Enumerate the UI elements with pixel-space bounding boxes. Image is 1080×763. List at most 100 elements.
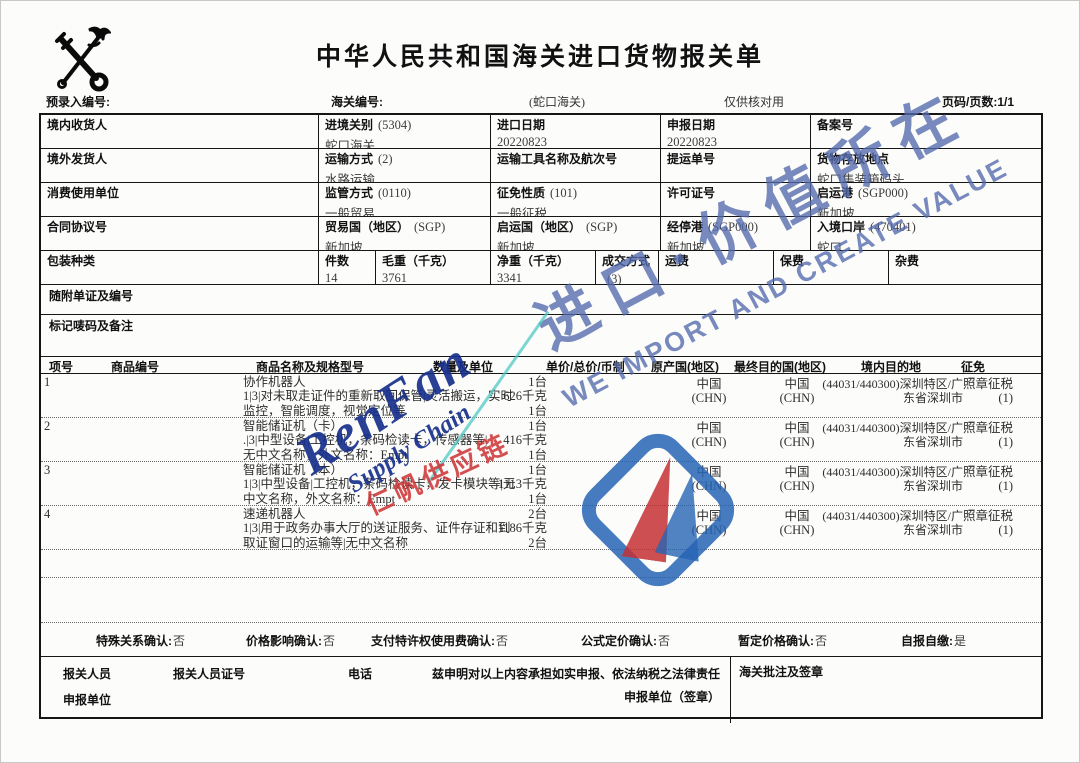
field-entry-port: 进境关别 (5304) 蛇口海关 xyxy=(319,115,491,148)
field-net-weight: 净重（千克） 3341 xyxy=(491,251,596,284)
page-number: 页码/页数:1/1 xyxy=(941,95,1014,109)
item-origin-country: 中国 (CHN) xyxy=(691,509,727,538)
col-name-spec: 商品名称及规格型号 xyxy=(256,360,365,374)
col-commodity-code: 商品编号 xyxy=(111,360,160,374)
declarant-cert-label: 报关人员证号 xyxy=(173,667,246,681)
royalty-payment-confirm: 支付特许权使用费确认:否 xyxy=(371,634,509,648)
item-final-dest-country: 中国 (CHN) xyxy=(779,509,815,538)
field-overseas-shipper: 境外发货人 xyxy=(41,149,319,182)
field-license-no: 许可证号 xyxy=(661,183,811,216)
field-gross-weight: 毛重（千克） 3761 xyxy=(376,251,491,284)
form-row-4: 合同协议号 贸易国（地区） (SGP) 新加坡 启运国（地区） (SGP) 新加坡 经停… xyxy=(41,217,1041,251)
formula-pricing-confirm: 公式定价确认:否 xyxy=(581,634,671,648)
form-row-1: 境内收货人 进境关别 (5304) 蛇口海关 进口日期 20220823 申报日期 20… xyxy=(41,115,1041,149)
pre-entry-no-label: 预录入编号: xyxy=(46,95,110,109)
item-no: 4 xyxy=(44,507,51,521)
item-domestic-dest: (44031/440300)深圳特区/广 东省深圳市 xyxy=(822,465,963,494)
confirmation-row: 特殊关系确认:否 价格影响确认:否 支付特许权使用费确认:否 公式定价确认:否 … xyxy=(41,623,1041,657)
declare-unit-label: 申报单位 xyxy=(63,693,112,707)
item-origin-country: 中国 (CHN) xyxy=(691,377,727,406)
field-transport-mode: 运输方式 (2) 水路运输 xyxy=(319,149,491,182)
field-trade-country: 贸易国（地区） (SGP) 新加坡 xyxy=(319,217,491,250)
field-supervision-mode: 监管方式 (0110) 一般贸易 xyxy=(319,183,491,216)
col-item-no: 项号 xyxy=(49,360,74,374)
items-table-header: 项号 商品编号 商品名称及规格型号 数量及单位 单价/总价/币制 原产国(地区)… xyxy=(41,357,1041,374)
field-stopover-port: 经停港 (SGP000) 新加坡 xyxy=(661,217,811,250)
item-row-3: 3 智能储证机（本） 1|3|中型设备|工控机，条码检读卡，发卡模块等|无 中文名称… xyxy=(41,462,1041,506)
field-departure-port: 启运港 (SGP000) 新加坡 xyxy=(817,186,909,216)
item-description: 智能储证机（卡） .|3|中型设备|工控机，条码检读卡，传感器等| 无中文名称，外文… xyxy=(243,419,488,462)
item-row-4: 4 速递机器人 1|3|用于政务办事大厅的送证服务、证件存证和到 取证窗口的运输等|… xyxy=(41,506,1041,550)
form-row-2: 境外发货人 运输方式 (2) 水路运输 运输工具名称及航次号 提运单号 货物存放地点… xyxy=(41,149,1041,183)
item-quantity: 1台 626千克 1台 xyxy=(503,375,547,418)
declarant-block: 报关人员 报关人员证号 电话 兹申明对以上内容承担如实申报、依法纳税之法律责任 … xyxy=(41,657,731,723)
item-origin-country: 中国 (CHN) xyxy=(691,465,727,494)
item-row-1: 1 协作机器人 1|3|对未取走证件的重新取回保管|灵活搬运，实时 监控，智能调度，… xyxy=(41,374,1041,418)
item-row-2: 2 智能储证机（卡） .|3|中型设备|工控机，条码检读卡，传感器等| 无中文名称，… xyxy=(41,418,1041,462)
field-transport-name: 运输工具名称及航次号 xyxy=(491,149,661,182)
item-no: 3 xyxy=(44,463,51,477)
col-levy: 征免 xyxy=(961,360,986,374)
special-relation-confirm: 特殊关系确认:否 xyxy=(96,634,186,648)
col-qty-unit: 数量及单位 xyxy=(433,360,494,374)
declare-unit-seal-label: 申报单位（签章） xyxy=(623,690,720,704)
item-domestic-dest: (44031/440300)深圳特区/广 东省深圳市 xyxy=(822,377,963,406)
field-misc-fee: 杂费 xyxy=(895,254,920,268)
form-row-3: 消费使用单位 监管方式 (0110) 一般贸易 征免性质 (101) 一般征税 许可证号… xyxy=(41,183,1041,217)
field-bill-no: 提运单号 xyxy=(661,149,811,182)
field-departure-country: 启运国（地区） (SGP) 新加坡 xyxy=(491,217,661,250)
check-note: 仅供核对用 xyxy=(724,95,785,109)
field-consignee: 境内收货人 xyxy=(41,115,319,148)
meta-row: 预录入编号: 海关编号: (蛇口海关) 仅供核对用 页码/页数:1/1 xyxy=(46,93,1014,109)
item-description: 智能储证机（本） 1|3|中型设备|工控机，条码检读卡，发卡模块等|无 中文名称，外… xyxy=(243,463,516,506)
phone-label: 电话 xyxy=(348,667,373,681)
customs-endorsement-label: 海关批注及签章 xyxy=(739,665,824,679)
field-record-no: 备案号 xyxy=(817,118,854,132)
field-trade-terms: 成交方式(3)FOB xyxy=(596,251,659,284)
field-levy-nature: 征免性质 (101) 一般征税 xyxy=(491,183,661,216)
field-attached-docs: 随附单证及编号 xyxy=(41,285,1041,315)
field-entry-point: 入境口岸 (470401) 蛇口 xyxy=(817,220,916,250)
item-levy-mode: 照章征税 (1) xyxy=(962,465,1013,494)
col-domestic-dest: 境内目的地 xyxy=(861,360,922,374)
col-price: 单价/总价/币制 xyxy=(546,360,625,374)
item-levy-mode: 照章征税 (1) xyxy=(962,421,1013,450)
item-domestic-dest: (44031/440300)深圳特区/广 东省深圳市 xyxy=(822,509,963,538)
field-contract-no: 合同协议号 xyxy=(41,217,319,250)
customs-endorsement-block: 海关批注及签章 xyxy=(731,657,1041,723)
item-levy-mode: 照章征税 (1) xyxy=(962,509,1013,538)
price-influence-confirm: 价格影响确认:否 xyxy=(246,634,336,648)
items-empty-space xyxy=(41,550,1041,578)
item-final-dest-country: 中国 (CHN) xyxy=(779,465,815,494)
item-final-dest-country: 中国 (CHN) xyxy=(779,421,815,450)
field-insurance: 保费 xyxy=(774,251,889,284)
item-description: 速递机器人 1|3|用于政务办事大厅的送证服务、证件存证和到 取证窗口的运输等|无中… xyxy=(243,507,511,550)
truth-statement: 兹申明对以上内容承担如实申报、依法纳税之法律责任 xyxy=(431,667,720,681)
item-levy-mode: 照章征税 (1) xyxy=(962,377,1013,406)
col-final-dest-country: 最终目的国(地区) xyxy=(734,360,826,374)
page-title: 中华人民共和国海关进口货物报关单 xyxy=(315,43,764,71)
item-origin-country: 中国 (CHN) xyxy=(691,421,727,450)
item-quantity: 1台 416千克 1台 xyxy=(503,419,547,462)
item-no: 1 xyxy=(44,375,51,389)
declaration-table: 境内收货人 进境关别 (5304) 蛇口海关 进口日期 20220823 申报日期 20… xyxy=(39,113,1043,723)
item-quantity: 2台 1186千克 2台 xyxy=(497,507,547,550)
field-storage-place: 货物存放地点 蛇口集装箱码头 xyxy=(817,152,905,182)
field-freight: 运费 xyxy=(659,251,774,284)
field-packing-type: 包装种类 xyxy=(41,251,319,284)
signature-section: 报关人员 报关人员证号 电话 兹申明对以上内容承担如实申报、依法纳税之法律责任 … xyxy=(41,657,1041,723)
self-declare-pay: 自报自缴:是 xyxy=(901,634,967,648)
item-domestic-dest: (44031/440300)深圳特区/广 东省深圳市 xyxy=(822,421,963,450)
declarant-label: 报关人员 xyxy=(63,667,112,681)
item-final-dest-country: 中国 (CHN) xyxy=(779,377,815,406)
provisional-price-confirm: 暂定价格确认:否 xyxy=(738,634,828,648)
field-import-date: 进口日期 20220823 xyxy=(491,115,661,148)
field-piece-count: 件数 14 xyxy=(319,251,376,284)
items-empty-space xyxy=(41,578,1041,623)
customs-emblem-icon xyxy=(55,26,111,92)
item-quantity: 1台 1113千克 1台 xyxy=(497,463,547,506)
customs-no-label: 海关编号: xyxy=(331,95,383,109)
customs-office: (蛇口海关) xyxy=(529,95,585,109)
